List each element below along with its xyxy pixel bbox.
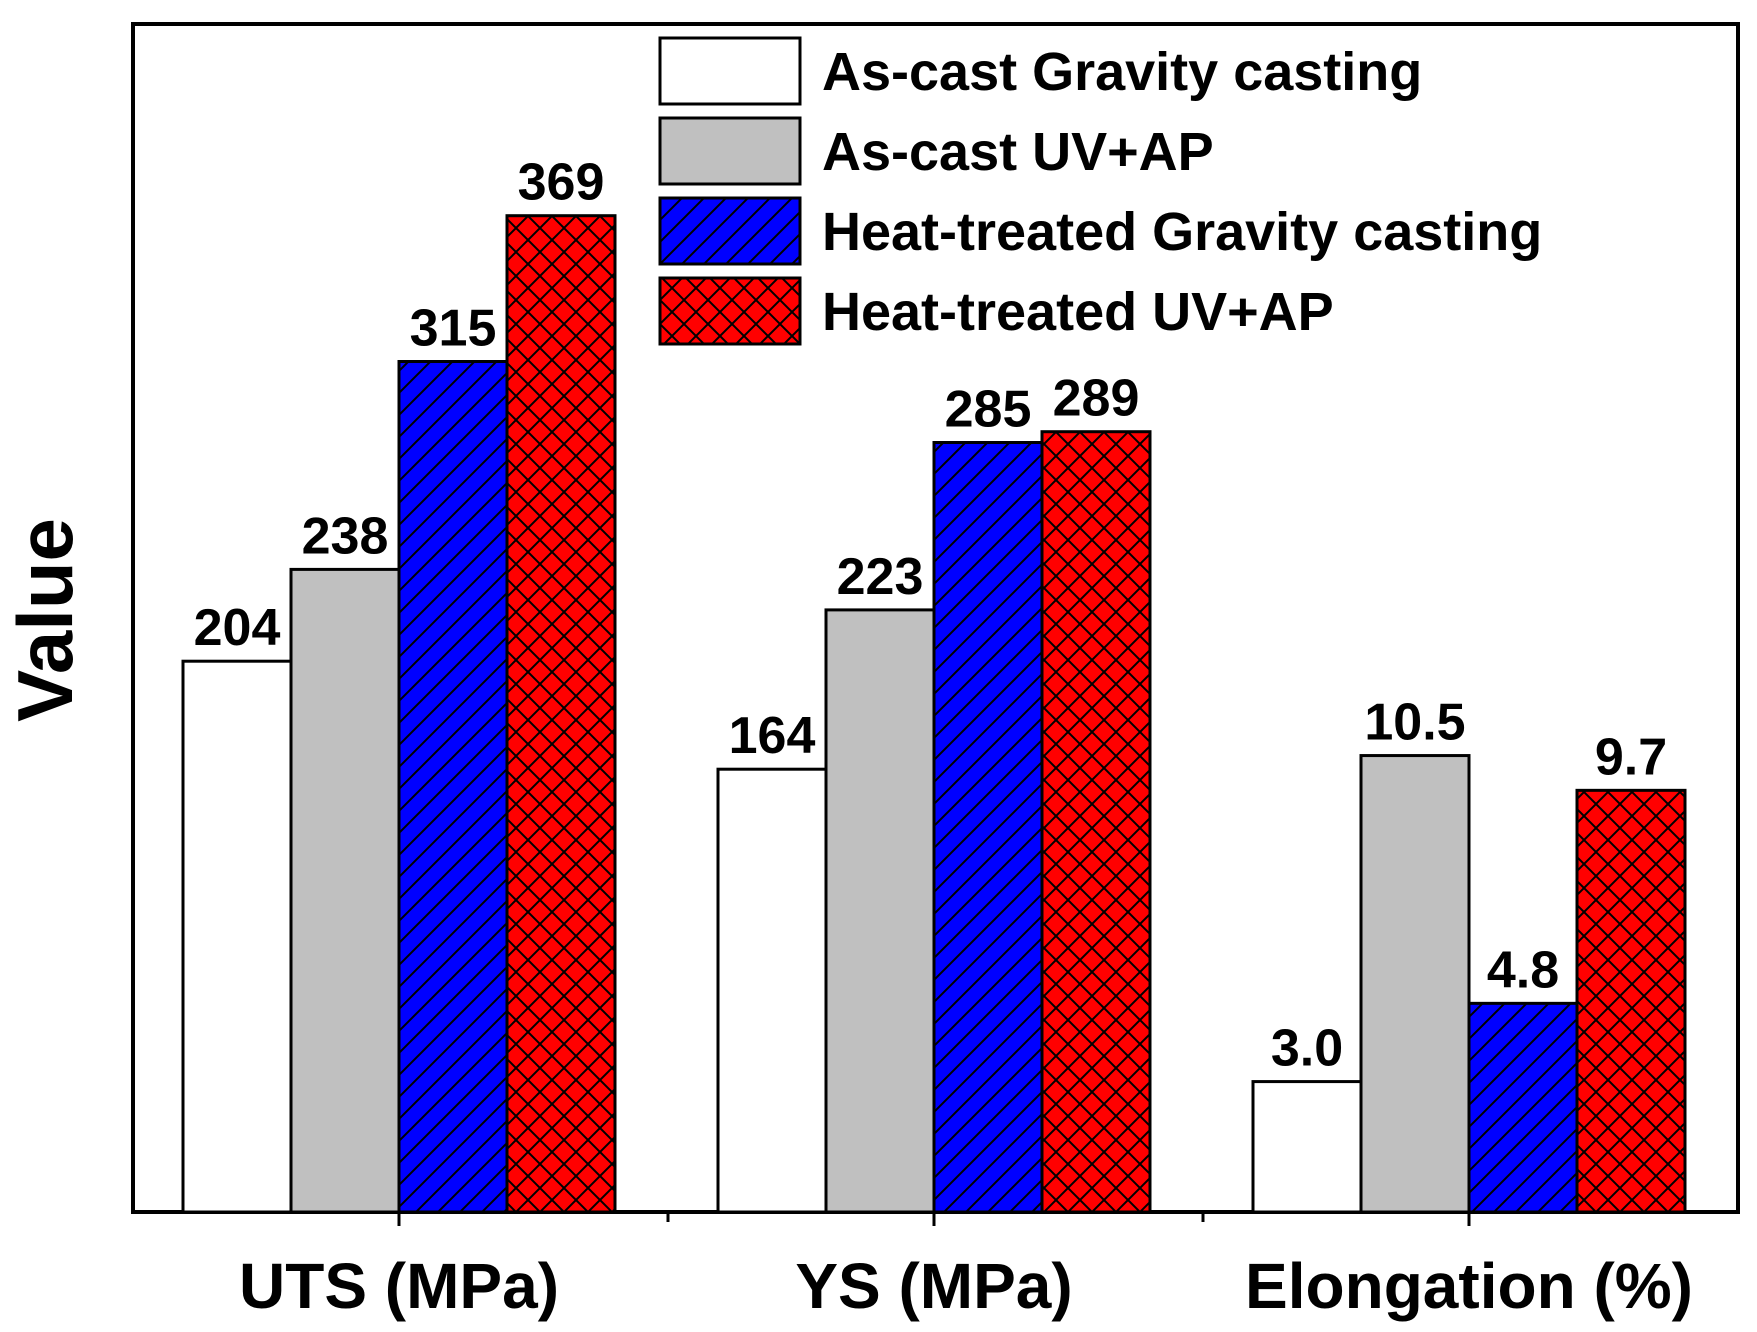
bar-2-0 [1251,1080,1363,1214]
x-tick-label-1: YS (MPa) [795,1250,1072,1322]
bar-1-3 [1040,430,1152,1214]
data-labels: 204 238 315 369 164 223 285 289 3.0 10.5 4.8 9.7 [194,154,1668,1078]
bar-1-2 [932,441,1044,1214]
data-label-0-1: 238 [302,507,389,565]
data-label-1-1: 223 [837,548,924,606]
data-label-1-0: 164 [729,707,816,765]
bar-1-0 [716,767,828,1214]
bar-2-2 [1467,1001,1579,1214]
data-label-0-2: 315 [410,300,497,358]
data-label-1-2: 285 [945,381,1032,439]
data-label-2-1: 10.5 [1364,694,1465,752]
legend-swatch-3 [658,276,802,346]
legend: As-cast Gravity casting As-cast UV+AP Heat… [658,36,1542,346]
legend-label-2: Heat-treated Gravity casting [822,202,1542,262]
x-tick-label-2: Elongation (%) [1245,1250,1693,1322]
bar-1-1 [824,608,936,1214]
bar-0-3 [505,214,617,1214]
legend-label-0: As-cast Gravity casting [822,42,1422,102]
data-label-0-0: 204 [194,599,281,657]
legend-label-1: As-cast UV+AP [822,122,1214,182]
bar-group [181,214,1687,1214]
x-axis-tick-labels: UTS (MPa) YS (MPa) Elongation (%) [239,1250,1693,1322]
legend-swatch-2 [658,196,802,266]
legend-swatch-0 [658,36,802,106]
bar-2-3 [1575,788,1687,1214]
data-label-0-3: 369 [518,154,605,212]
legend-label-3: Heat-treated UV+AP [822,282,1334,342]
bar-0-0 [181,659,293,1214]
bar-2-1 [1359,754,1471,1214]
data-label-2-0: 3.0 [1271,1020,1343,1078]
legend-swatch-1 [658,116,802,186]
data-label-1-3: 289 [1053,370,1140,428]
bar-0-1 [289,567,401,1214]
data-label-2-3: 9.7 [1595,728,1667,786]
bar-0-2 [397,360,509,1214]
data-label-2-2: 4.8 [1487,941,1559,999]
y-axis-title: Value [1,518,89,722]
x-axis-ticks [397,1212,1471,1226]
x-tick-label-0: UTS (MPa) [239,1250,559,1322]
